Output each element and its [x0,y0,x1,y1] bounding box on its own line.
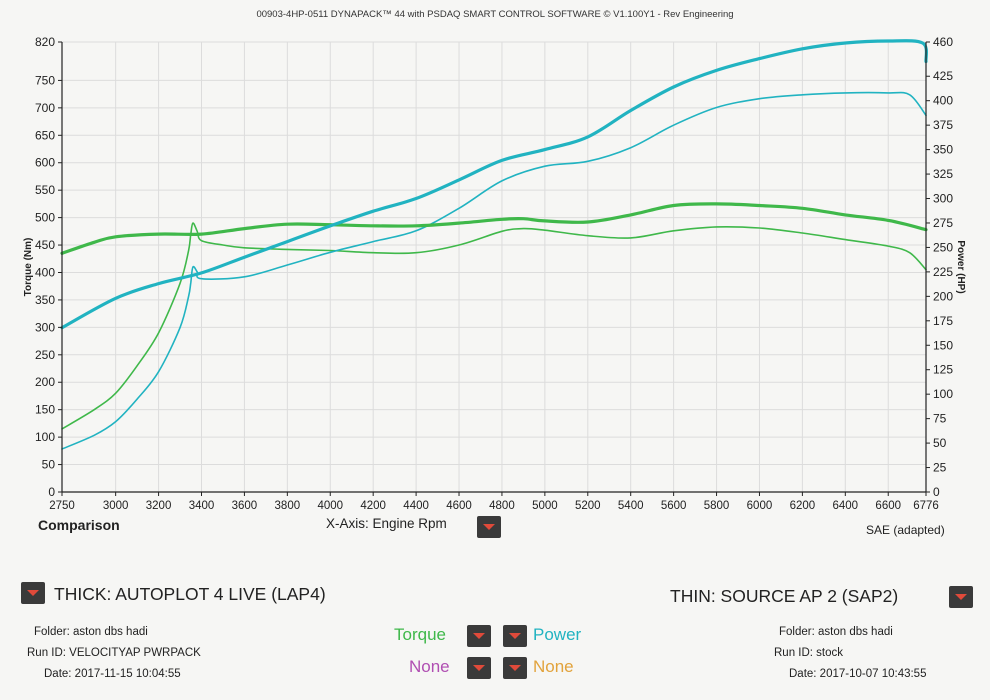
y-right-tick-label: 350 [933,143,953,157]
y-right-tick-label: 325 [933,167,953,181]
none-right-selector-label: None [533,657,574,676]
y-right-axis-title: Power (HP) [955,240,966,293]
sae-label: SAE (adapted) [866,523,945,537]
y-left-tick-label: 750 [35,73,55,87]
y-left-tick-label: 820 [35,35,55,49]
y-right-tick-label: 400 [933,94,953,108]
y-right-tick-label: 375 [933,118,953,132]
left-run-folder: Folder: aston dbs hadi [34,626,148,638]
y-left-tick-label: 450 [35,238,55,252]
none-right-selector-dropdown[interactable] [503,657,527,679]
y-left-tick-label: 0 [48,485,55,499]
y-left-tick-label: 50 [42,458,56,472]
x-tick-label: 4600 [446,500,472,512]
right-run-folder: Folder: aston dbs hadi [779,626,893,638]
power-selector-label: Power [533,625,582,644]
x-tick-label: 3400 [189,500,215,512]
y-left-tick-label: 200 [35,375,55,389]
x-axis-label: X-Axis: Engine Rpm [326,516,447,531]
chart-series-layer [60,39,929,450]
thin-power-line [61,91,927,450]
x-tick-label: 3800 [275,500,301,512]
y-right-tick-label: 150 [933,338,953,352]
none-left-selector-label: None [409,657,450,676]
y-left-tick-label: 500 [35,211,55,225]
torque-selector-dropdown[interactable] [467,625,491,647]
x-tick-label: 5000 [532,500,558,512]
y-right-tick-label: 425 [933,69,953,83]
y-right-tick-label: 225 [933,265,953,279]
y-right-tick-label: 175 [933,314,953,328]
power-selector-dropdown[interactable] [503,625,527,647]
chart-title: 00903-4HP-0511 DYNAPACK™ 44 with PSDAQ S… [256,9,734,20]
thin-run-dropdown-button[interactable] [949,586,973,608]
x-tick-label: 6000 [747,500,773,512]
x-tick-label: 4000 [317,500,343,512]
x-tick-label: 5200 [575,500,601,512]
x-tick-label: 4400 [403,500,429,512]
comparison-label: Comparison [38,517,120,533]
none-left-selector-dropdown[interactable] [467,657,491,679]
thin-torque-line [61,222,927,430]
x-tick-label: 4200 [360,500,386,512]
y-left-axis-title: Torque (Nm) [23,238,34,297]
y-right-tick-label: 460 [933,35,953,49]
dyno-chart: 2750 3000 3200 3400 3600 3800 4000 4200 4400 4600… [23,35,966,512]
y-left-tick-label: 700 [35,101,55,115]
x-tick-label: 3000 [103,500,129,512]
left-run-date: Date: 2017-11-15 10:04:55 [44,668,181,680]
thick-run-dropdown-button[interactable] [21,582,45,604]
y-left-tick-label: 250 [35,348,55,362]
x-tick-label: 6600 [875,500,901,512]
chart-labels: 2750 3000 3200 3400 3600 3800 4000 4200 4400 4600… [23,35,966,512]
y-right-tick-label: 75 [933,412,947,426]
y-left-tick-label: 650 [35,128,55,142]
thin-run-label: THIN: SOURCE AP 2 (SAP2) [670,586,899,606]
thick-torque-line [60,202,928,255]
x-tick-label: 5800 [704,500,730,512]
y-right-tick-label: 125 [933,363,953,377]
y-right-tick-label: 0 [933,485,940,499]
thick-run-label: THICK: AUTOPLOT 4 LIVE (LAP4) [54,584,326,604]
x-tick-label: 3600 [232,500,258,512]
y-left-tick-label: 600 [35,156,55,170]
chart-grid [61,41,927,493]
y-right-tick-label: 275 [933,216,953,230]
torque-selector-label: Torque [394,625,446,644]
x-tick-label: 6776 [913,500,939,512]
y-left-tick-label: 300 [35,320,55,334]
thick-power-line [60,39,929,330]
x-tick-label: 4800 [489,500,515,512]
y-left-tick-label: 150 [35,403,55,417]
x-tick-label: 2750 [49,500,75,512]
x-tick-label: 3200 [146,500,172,512]
y-left-tick-label: 100 [35,430,55,444]
y-right-tick-label: 300 [933,192,953,206]
left-run-id: Run ID: VELOCITYAP PWRPACK [27,647,201,659]
right-run-id: Run ID: stock [774,647,844,659]
y-right-tick-label: 50 [933,436,947,450]
right-run-date: Date: 2017-10-07 10:43:55 [789,668,927,680]
y-left-tick-label: 400 [35,265,55,279]
x-tick-label: 6200 [790,500,816,512]
x-tick-label: 5600 [661,500,687,512]
chart-axes [58,41,930,496]
x-tick-label: 6400 [833,500,859,512]
x-axis-dropdown-button[interactable] [477,516,501,538]
y-right-tick-label: 250 [933,240,953,254]
x-tick-label: 5400 [618,500,644,512]
y-right-tick-label: 25 [933,461,947,475]
y-left-tick-label: 550 [35,183,55,197]
y-right-tick-label: 200 [933,289,953,303]
y-left-tick-label: 350 [35,293,55,307]
y-right-tick-label: 100 [933,387,953,401]
